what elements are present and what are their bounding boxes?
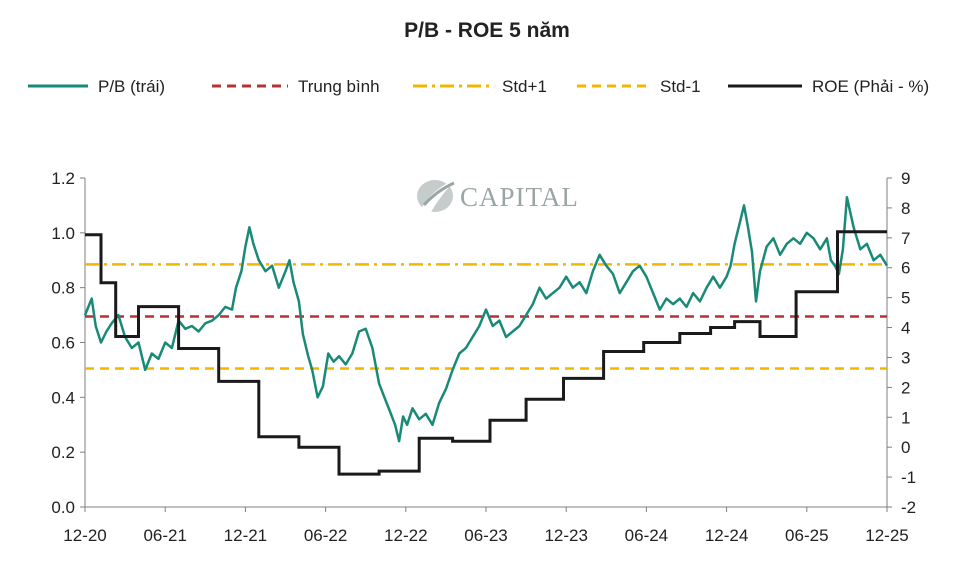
y-right-tick-label: 2	[901, 378, 910, 397]
x-tick-label: 12-24	[705, 526, 748, 545]
y-right-tick-label: 7	[901, 229, 910, 248]
y-right-tick-label: 5	[901, 289, 910, 308]
y-left-tick-label: 0.2	[51, 443, 75, 462]
x-tick-label: 06-25	[785, 526, 828, 545]
watermark-text: CAPITAL	[460, 182, 579, 212]
x-tick-label: 12-21	[224, 526, 267, 545]
y-left-tick-label: 1.2	[51, 169, 75, 188]
chart-title: P/B - ROE 5 năm	[404, 19, 570, 42]
x-tick-label: 12-22	[384, 526, 427, 545]
capital-logo-icon	[417, 178, 457, 212]
x-tick-label: 12-20	[63, 526, 106, 545]
y-right-tick-label: 0	[901, 438, 910, 457]
series-roe-line	[85, 230, 887, 476]
y-right-tick-label: -2	[901, 498, 916, 517]
ticks: 0.0 0.2 0.4 0.6 0.8 1.0 1.2 -2 -1 0 1 2 3 4 5 6 7 8 9 12-20…	[51, 169, 916, 545]
legend: P/B (trái) Trung bình Std+1 Std-1 ROE (Phải …	[28, 77, 929, 96]
axes	[84, 178, 888, 508]
y-left-tick-label: 0.8	[51, 279, 75, 298]
legend-label-roe: ROE (Phải - %)	[812, 77, 929, 96]
x-tick-label: 12-25	[865, 526, 908, 545]
y-right-tick-label: 3	[901, 348, 910, 367]
y-right-tick-label: 1	[901, 408, 910, 427]
legend-label-stdp: Std+1	[502, 77, 547, 96]
x-tick-label: 06-21	[143, 526, 186, 545]
reference-lines	[85, 263, 887, 370]
y-right-tick-label: 8	[901, 199, 910, 218]
x-tick-label: 06-22	[304, 526, 347, 545]
watermark: CAPITAL	[417, 178, 579, 212]
legend-label-pb: P/B (trái)	[98, 77, 165, 96]
y-right-tick-label: 6	[901, 259, 910, 278]
series-pb-line	[83, 195, 889, 443]
x-tick-label: 06-23	[464, 526, 507, 545]
y-left-tick-label: 0.4	[51, 388, 75, 407]
y-right-tick-label: -1	[901, 468, 916, 487]
y-left-tick-label: 0.6	[51, 334, 75, 353]
y-left-tick-label: 1.0	[51, 224, 75, 243]
y-right-tick-label: 9	[901, 169, 910, 188]
y-left-tick-label: 0.0	[51, 498, 75, 517]
y-right-tick-label: 4	[901, 319, 910, 338]
series	[83, 195, 889, 476]
legend-label-avg: Trung bình	[298, 77, 380, 96]
x-tick-label: 06-24	[625, 526, 668, 545]
x-tick-label: 12-23	[544, 526, 587, 545]
legend-label-stdm: Std-1	[660, 77, 701, 96]
